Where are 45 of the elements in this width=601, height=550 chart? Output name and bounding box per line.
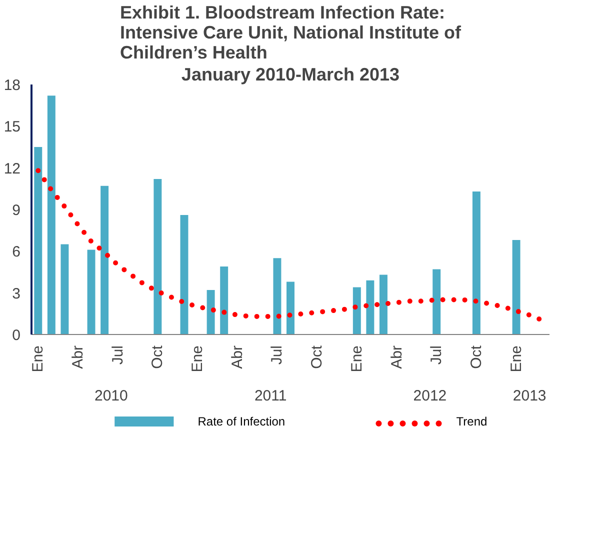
y-tick-label: 12 [4, 160, 21, 178]
bar [273, 258, 282, 334]
text: 2010 [94, 388, 128, 404]
bar [100, 186, 109, 334]
x-tick-label: Ene [348, 345, 366, 372]
x-tick-label: Jul [109, 345, 126, 365]
bar [286, 282, 294, 334]
x-tick-label: Ene [30, 345, 47, 372]
bar [180, 215, 188, 334]
bar [352, 287, 361, 334]
y-tick-label: 3 [12, 285, 20, 302]
x-tick-label: Abr [228, 345, 246, 369]
bar [432, 269, 441, 334]
x-tick-label: Ene [508, 345, 525, 372]
bar [34, 147, 42, 334]
y-tick-label: 9 [12, 202, 20, 219]
x-tick-label: Jul [268, 345, 286, 365]
chart-subtitle: January 2010-March 2013 [181, 64, 400, 84]
x-tick-label: Abr [69, 345, 86, 369]
bar [60, 244, 69, 334]
bar [220, 266, 228, 334]
text: 2011 [254, 388, 287, 404]
x-tick-label: Abr [388, 345, 406, 369]
bar [366, 280, 374, 334]
x-tick-label: Oct [149, 344, 166, 369]
text: 2013 [512, 388, 546, 404]
x-tick-label: Oct [468, 344, 485, 369]
legend-label: Trend [456, 414, 488, 428]
y-tick-label: 15 [4, 118, 21, 136]
y-tick-label: 0 [12, 327, 20, 344]
chart-title: Exhibit 1. Bloodstream Infection Rate: Intensive Care Unit, National Institute of Children’s Health [120, 2, 462, 62]
bar [512, 240, 520, 334]
bar [379, 274, 388, 334]
bar [47, 96, 56, 334]
x-tick-label: Ene [189, 345, 206, 372]
x-tick-label: Oct [308, 344, 326, 369]
bar [154, 178, 162, 334]
x-tick-label: Jul [428, 345, 446, 365]
legend-label: Rate of Infection [198, 414, 286, 428]
y-tick-label: 6 [12, 244, 20, 261]
bar [87, 250, 96, 334]
y-tick-label: 18 [4, 77, 21, 94]
text: 2012 [413, 388, 447, 404]
bar [206, 290, 215, 334]
bar [472, 191, 480, 334]
